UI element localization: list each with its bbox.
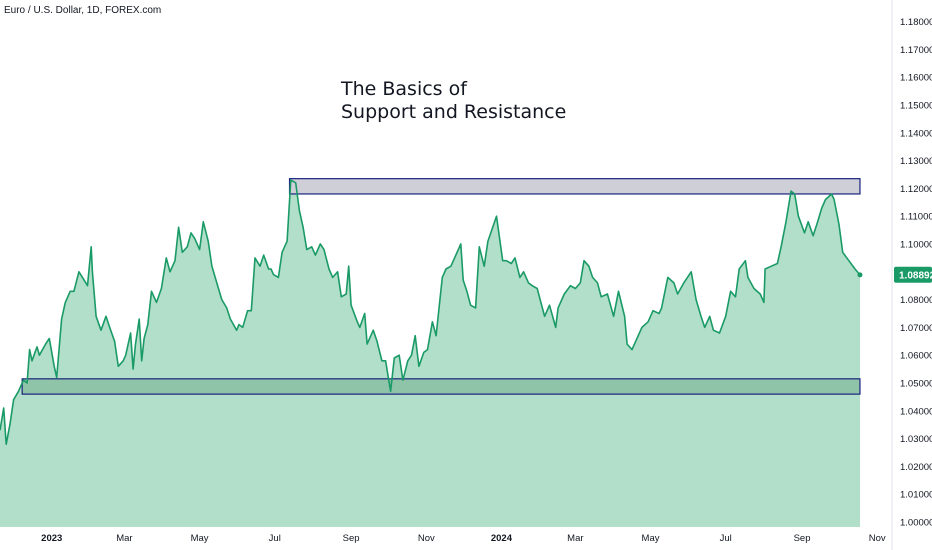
y-tick-label: 1.07000	[900, 323, 932, 334]
x-tick-label: Sep	[794, 533, 811, 544]
resistance-zone[interactable]	[288, 178, 861, 195]
price-line	[0, 179, 861, 445]
y-tick-label: 1.18000	[900, 17, 932, 28]
last-price-badge-bg	[894, 266, 932, 283]
y-tick-label: 1.00000	[900, 518, 932, 529]
x-tick-label: Jul	[720, 533, 732, 544]
y-tick-label: 1.03000	[900, 434, 932, 445]
x-tick-label: May	[191, 533, 209, 544]
y-tick-label: 1.06000	[900, 351, 932, 362]
y-tick-label: 1.15000	[900, 101, 932, 112]
y-tick-label: 1.08000	[900, 295, 932, 306]
y-tick-label: 1.16000	[900, 73, 932, 84]
x-tick-label: Jul	[269, 533, 281, 544]
last-price-badge: 1.08892	[894, 266, 932, 283]
annotation-line-1: The Basics of	[340, 78, 468, 100]
x-tick-label: Nov	[418, 533, 435, 544]
support-zone[interactable]	[21, 378, 861, 395]
last-price-label: 1.08892	[899, 270, 932, 281]
x-tick-label: May	[642, 533, 660, 544]
y-tick-label: 1.12000	[900, 184, 932, 195]
y-tick-label: 1.10000	[900, 240, 932, 251]
symbol-title: Euro / U.S. Dollar, 1D, FOREX.com	[4, 5, 162, 16]
y-tick-label: 1.02000	[900, 462, 932, 473]
y-tick-label: 1.17000	[900, 45, 932, 56]
x-tick-label: 2024	[491, 533, 513, 544]
x-tick-label: Sep	[343, 533, 360, 544]
y-tick-label: 1.04000	[900, 406, 932, 417]
y-tick-label: 1.13000	[900, 156, 932, 167]
x-tick-label: Mar	[116, 533, 132, 544]
y-tick-label: 1.05000	[900, 379, 932, 390]
y-tick-label: 1.14000	[900, 128, 932, 139]
last-price-dot	[857, 272, 863, 278]
x-axis[interactable]: 2023 Mar May Jul Sep Nov 2024 Mar May Jul Sep Nov	[41, 533, 886, 544]
y-tick-label: 1.01000	[900, 490, 932, 501]
x-tick-label: 2023	[41, 533, 62, 544]
x-tick-label: Nov	[869, 533, 886, 544]
y-tick-label: 1.11000	[900, 212, 932, 223]
price-area-fill	[0, 180, 860, 527]
annotation-line-2: Support and Resistance	[341, 101, 566, 123]
x-tick-label: Mar	[567, 533, 583, 544]
